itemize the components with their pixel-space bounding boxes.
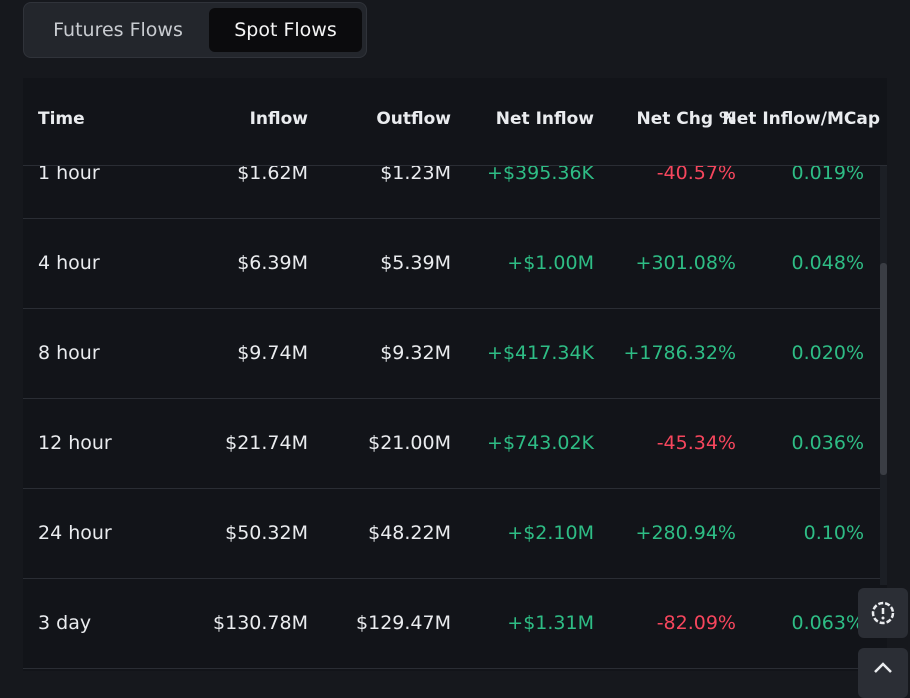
table-row[interactable]: 12 hour $21.74M $21.00M +$743.02K -45.34% 0.0… [23,399,880,489]
scroll-top-button[interactable] [858,648,908,698]
arrow-up-icon [874,662,892,673]
column-header: Net Chg % [636,109,736,129]
table-cell: 0.019% [791,162,864,184]
table-cell: $5.39M [380,252,451,274]
table-cell: 0.10% [803,522,864,544]
table-cell: $9.32M [380,342,451,364]
table-cell: +$395.36K [487,162,594,184]
tab[interactable]: Spot Flows [209,8,362,52]
table-cell: +$417.34K [487,342,594,364]
table-cell: $1.23M [380,162,451,184]
table-cell: 3 day [38,612,92,634]
table-cell: $48.22M [368,522,451,544]
table-cell: +301.08% [635,252,736,274]
table-cell: 0.048% [791,252,864,274]
column-header: Inflow [249,109,308,129]
table-cell: +280.94% [635,522,736,544]
table-row[interactable]: 8 hour $9.74M $9.32M +$417.34K +1786.32% 0.02… [23,309,880,399]
table-cell: 1 hour [38,162,100,184]
column-header: Net Inflow/MCap [722,109,880,129]
column-header: Outflow [376,109,451,129]
table-cell: 0.020% [791,342,864,364]
table-cell: 24 hour [38,522,112,544]
table-cell: $50.32M [225,522,308,544]
table-cell: $21.74M [225,432,308,454]
table-cell: 12 hour [38,432,112,454]
table-cell: $6.39M [237,252,308,274]
table-cell: +$2.10M [507,522,594,544]
table-cell: $1.62M [237,162,308,184]
tab-bar: Futures Flows Spot Flows [23,2,367,58]
table-cell: $129.47M [356,612,451,634]
tab[interactable]: Futures Flows [53,19,183,41]
table-cell: -45.34% [656,432,736,454]
settings-button[interactable] [858,588,908,638]
table-cell: -82.09% [656,612,736,634]
table-cell: $21.00M [368,432,451,454]
table-row[interactable]: 1 hour $1.62M $1.23M +$395.36K -40.57% 0.019% [23,129,880,219]
column-header: Net Inflow [495,109,594,129]
table: Time Inflow Outflow Net Inflow Net Chg % Net … [23,78,887,671]
table-row[interactable]: 24 hour $50.32M $48.22M +$2.10M +280.94% 0.10… [23,489,880,579]
table-cell: +$1.31M [507,612,594,634]
settings-icon [871,601,895,625]
table-cell: +$743.02K [487,432,594,454]
table-cell: 4 hour [38,252,100,274]
scrollbar-thumb[interactable] [880,263,887,475]
table-cell: +$1.00M [507,252,594,274]
table-cell: 0.036% [791,432,864,454]
table-cell: -40.57% [656,162,736,184]
column-header: Time [38,109,85,129]
table-cell: $9.74M [237,342,308,364]
table-cell: 8 hour [38,342,100,364]
table-cell: +1786.32% [623,342,736,364]
table-row[interactable]: 3 day $130.78M $129.47M +$1.31M -82.09% 0.063… [23,579,880,669]
table-cell: $130.78M [213,612,308,634]
table-row[interactable]: 4 hour $6.39M $5.39M +$1.00M +301.08% 0.048% [23,219,880,309]
table-header: Time Inflow Outflow Net Inflow Net Chg % Net … [23,78,887,166]
page: Futures Flows Spot Flows Time Inflow Outflo… [23,2,908,698]
table-cell: 0.063% [791,612,864,634]
